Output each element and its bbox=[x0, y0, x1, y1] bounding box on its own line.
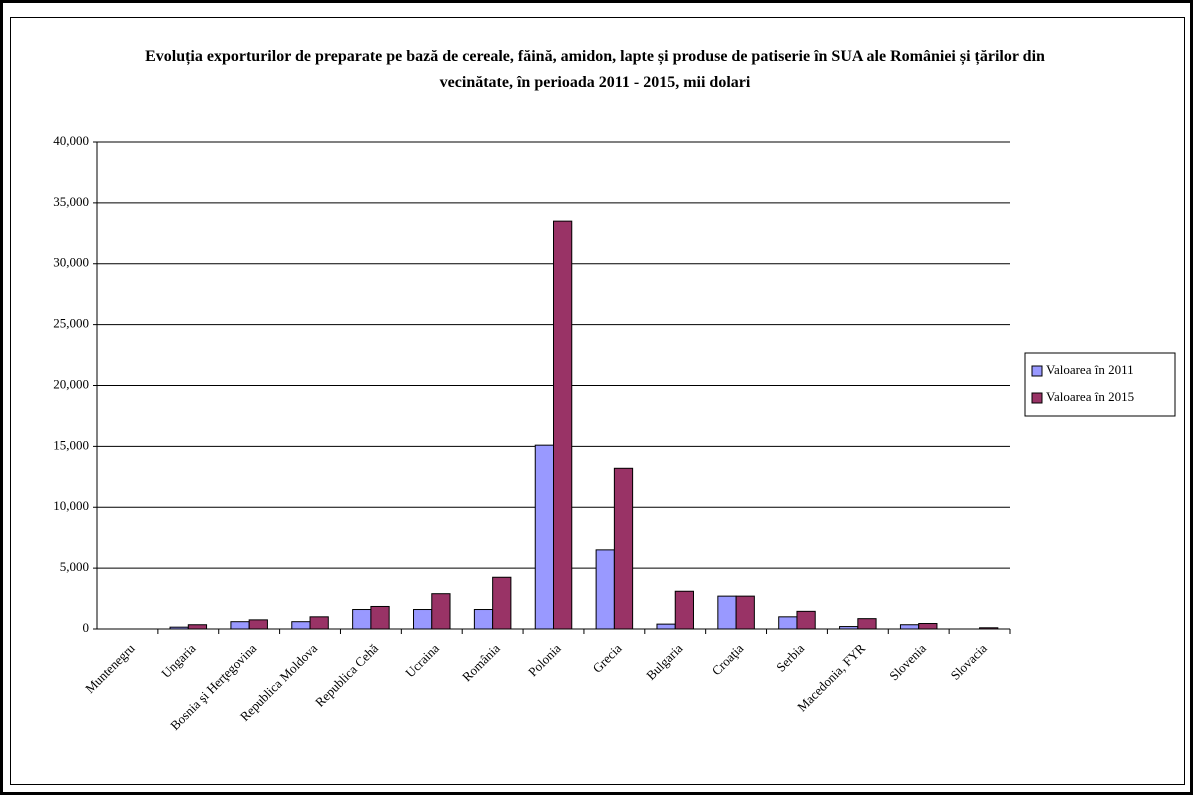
bar bbox=[230, 621, 250, 630]
chart-title: Evoluția exporturilor de preparate pe ba… bbox=[145, 48, 1045, 91]
y-tick-label: 25,000 bbox=[53, 316, 89, 331]
bar bbox=[899, 624, 920, 630]
bar bbox=[735, 595, 755, 630]
bar bbox=[918, 623, 938, 630]
bar bbox=[857, 618, 877, 630]
bar bbox=[613, 467, 634, 630]
bar bbox=[187, 624, 208, 630]
bar bbox=[309, 616, 329, 630]
bar bbox=[553, 220, 573, 630]
bar bbox=[352, 609, 372, 630]
chart-frame bbox=[10, 17, 1185, 785]
bar bbox=[674, 590, 694, 630]
bar bbox=[656, 623, 676, 630]
bar bbox=[291, 621, 311, 630]
y-tick-label: 30,000 bbox=[53, 255, 89, 270]
y-tick-label: 10,000 bbox=[53, 498, 89, 513]
y-tick-label: 0 bbox=[83, 620, 90, 635]
bar bbox=[413, 609, 433, 630]
bar bbox=[534, 444, 554, 630]
legend-swatch bbox=[1031, 392, 1043, 404]
bar bbox=[370, 605, 390, 630]
bar bbox=[473, 609, 494, 630]
bar bbox=[248, 619, 268, 630]
legend-label: Valoarea în 2011 bbox=[1046, 362, 1134, 377]
y-tick-label: 15,000 bbox=[53, 437, 89, 452]
y-tick-label: 5,000 bbox=[60, 559, 89, 574]
y-tick-label: 35,000 bbox=[53, 194, 89, 209]
y-tick-label: 20,000 bbox=[53, 376, 89, 391]
bar bbox=[796, 610, 816, 630]
bar bbox=[492, 576, 512, 630]
bar bbox=[595, 549, 615, 630]
bar bbox=[778, 616, 798, 630]
legend-swatch bbox=[1031, 365, 1043, 377]
legend-box bbox=[1024, 352, 1176, 417]
legend-label: Valoarea în 2015 bbox=[1046, 389, 1134, 404]
y-tick-label: 40,000 bbox=[53, 133, 89, 148]
bar bbox=[431, 593, 451, 630]
bar bbox=[717, 595, 737, 630]
